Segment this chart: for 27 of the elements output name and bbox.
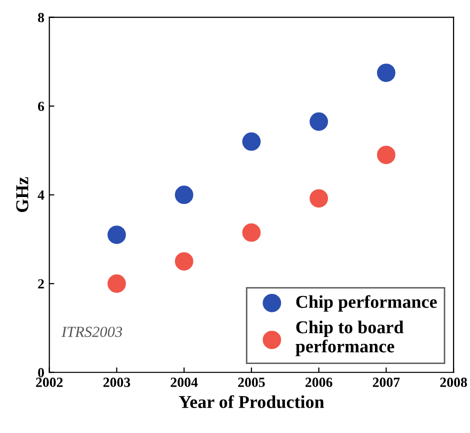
x-tick-label: 2004: [170, 378, 198, 388]
point: [174, 186, 194, 204]
x-axis-title: Year of Production: [178, 395, 324, 408]
x-tick-label: 2008: [440, 378, 467, 388]
point: [108, 226, 126, 244]
legend-label: Chip performance: [296, 295, 437, 312]
y-tick-label: 0: [38, 368, 44, 378]
x-tick-label: 2005: [238, 378, 265, 388]
x-tick-label: 2003: [103, 378, 130, 388]
x-tick-label: 2006: [306, 378, 332, 388]
point: [310, 112, 328, 131]
legend-label: Chip to board performance: [296, 320, 404, 356]
point: [242, 132, 261, 151]
y-tick-label: 6: [38, 102, 44, 112]
point: [174, 252, 194, 271]
x-tick-label: 2007: [372, 378, 400, 388]
point: [108, 274, 126, 293]
x-tick-label: 2002: [36, 378, 63, 388]
point: [376, 146, 396, 164]
point: [376, 64, 396, 82]
y-tick-label: 2: [38, 279, 44, 288]
y-tick-label: 8: [38, 12, 44, 22]
point: [242, 223, 261, 242]
y-tick-label: 4: [38, 190, 44, 200]
point: [310, 189, 328, 208]
annotation: ITRS2003: [61, 326, 122, 338]
y-axis-title: GHz: [16, 177, 28, 212]
